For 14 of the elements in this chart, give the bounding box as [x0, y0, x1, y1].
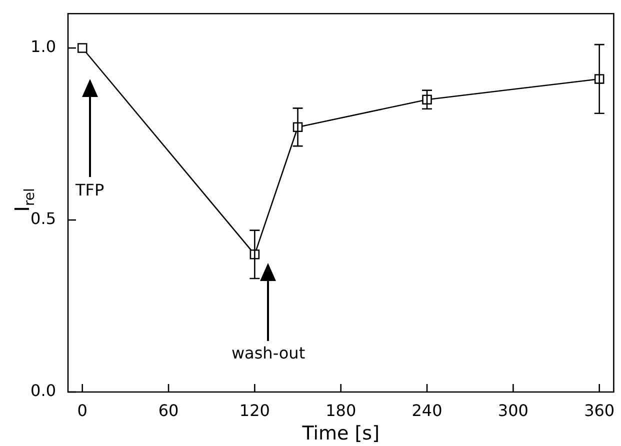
x-tick-label: 60: [158, 400, 179, 420]
y-tick-label: 0.0: [30, 381, 56, 400]
x-tick-label: 300: [498, 400, 528, 420]
annotation: TFP: [74, 180, 104, 200]
y-tick-label: 0.5: [30, 209, 56, 228]
y-tick-label: 1.0: [30, 37, 56, 56]
x-tick-label: 360: [584, 400, 615, 420]
annotation: wash-out: [231, 344, 306, 363]
x-tick-label: 120: [239, 400, 270, 420]
x-axis-title: Time [s]: [301, 422, 380, 445]
point: [77, 43, 88, 53]
x-tick-label: 180: [326, 400, 356, 420]
x-tick-label: 0: [77, 400, 88, 420]
x-tick-label: 240: [412, 400, 442, 420]
